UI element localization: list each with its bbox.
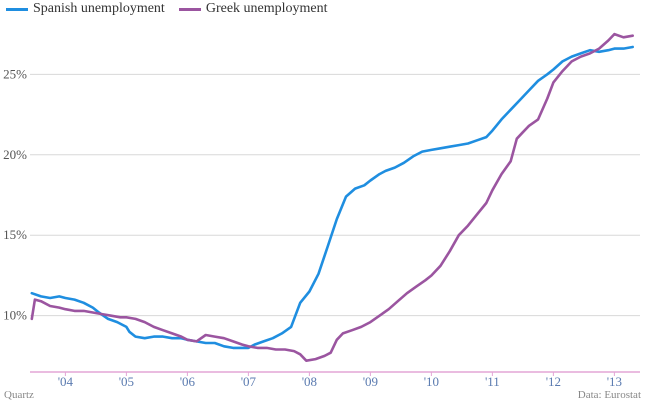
x-tick-label-2004: '04 [58, 374, 74, 389]
x-axis [30, 371, 640, 376]
legend-label-spain: Spanish unemployment [33, 1, 165, 16]
x-tick-label-2007: '07 [241, 374, 257, 389]
x-tick-label-2009: '09 [363, 374, 378, 389]
credit-source: Quartz [4, 389, 34, 401]
x-tick-label-2013: '13 [607, 374, 622, 389]
x-tick-label-2008: '08 [302, 374, 317, 389]
gridlines [30, 73, 640, 317]
series-lines [30, 32, 634, 362]
legend-item-spain: Spanish unemployment [6, 1, 165, 17]
legend-label-greece: Greek unemployment [205, 1, 328, 16]
legend-item-greece: Greek unemployment [178, 1, 328, 17]
legend: Spanish unemployment Greek unemployment [6, 1, 342, 17]
y-axis-tick-labels: 10% 15% 20% 25% [3, 66, 27, 322]
x-tick-label-2005: '05 [119, 374, 134, 389]
x-tick-label-2012: '12 [546, 374, 561, 389]
x-tick-label-2011: '11 [485, 374, 500, 389]
y-tick-label-15: 15% [3, 227, 27, 242]
x-axis-tick-labels: '04 '05 '06 '07 '08 '09 '10 '11 '12 '13 [58, 374, 622, 389]
series-line-spain [30, 45, 634, 350]
y-tick-label-25: 25% [3, 66, 27, 81]
credit-data-source: Data: Eurostat [577, 389, 641, 401]
series-line-greece [30, 32, 634, 362]
x-tick-label-2010: '10 [424, 374, 439, 389]
y-tick-label-10: 10% [3, 308, 27, 323]
legend-swatch-spain [6, 7, 28, 11]
x-tick-label-2006: '06 [180, 374, 196, 389]
legend-swatch-greece [178, 7, 201, 11]
y-tick-label-20: 20% [3, 147, 27, 162]
